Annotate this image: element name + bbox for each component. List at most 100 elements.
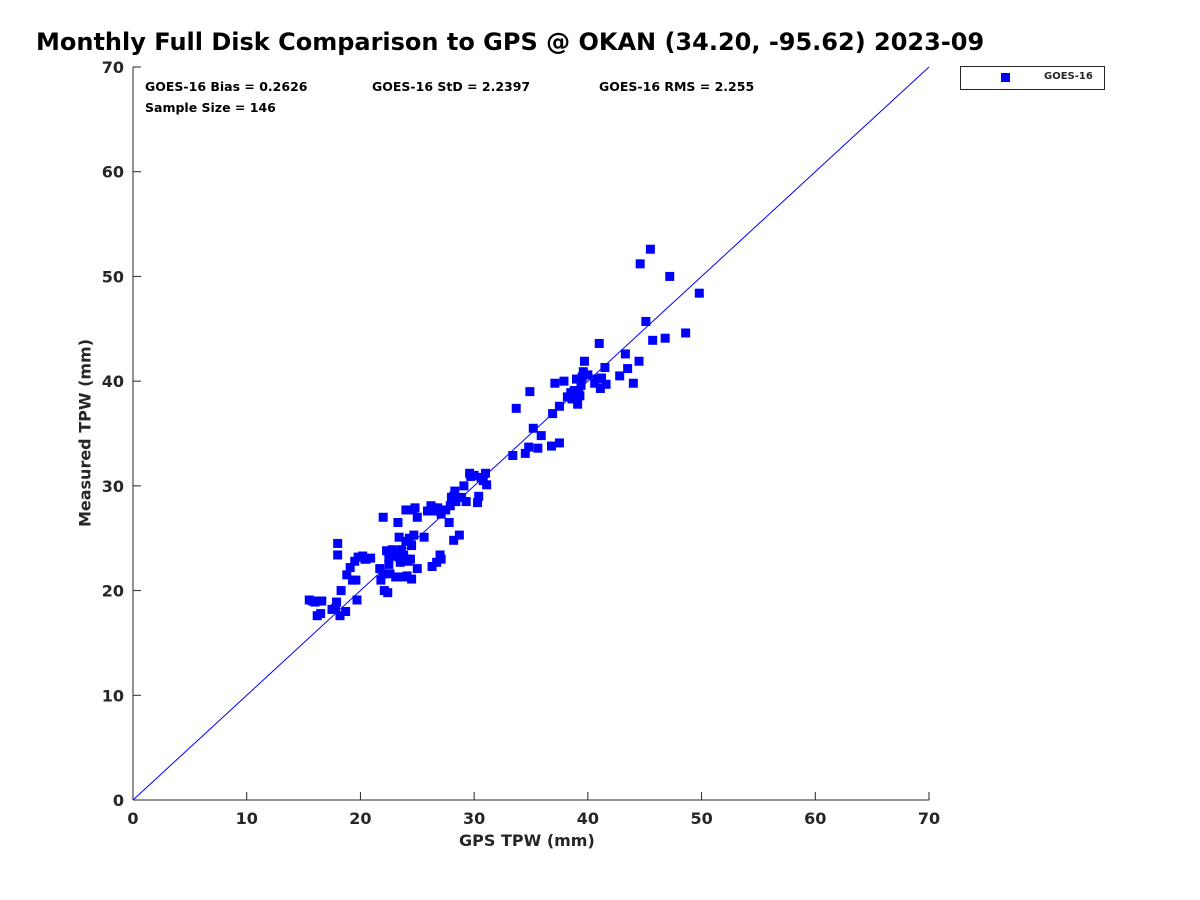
data-point — [473, 498, 483, 508]
data-point — [410, 503, 420, 513]
data-point — [461, 497, 471, 507]
y-tick-label: 20 — [102, 582, 124, 601]
y-axis-label: Measured TPW (mm) — [75, 338, 95, 528]
data-point — [528, 423, 538, 433]
y-tick-label: 10 — [102, 686, 124, 705]
data-point — [388, 551, 398, 561]
data-point — [333, 538, 343, 548]
data-point — [665, 271, 675, 281]
data-point — [474, 491, 484, 501]
y-tick-label: 50 — [102, 267, 124, 286]
data-point — [419, 532, 429, 542]
data-point — [546, 441, 556, 451]
data-point — [382, 546, 392, 556]
data-point — [432, 557, 442, 567]
data-point — [548, 409, 558, 419]
data-point — [466, 471, 476, 481]
data-point — [569, 386, 579, 396]
data-point — [398, 572, 408, 582]
data-point — [592, 374, 602, 384]
data-point — [635, 259, 645, 269]
data-point — [450, 486, 460, 496]
data-point — [567, 394, 577, 404]
data-point — [335, 611, 345, 621]
data-point — [330, 603, 340, 613]
data-point — [384, 559, 394, 569]
data-point — [412, 564, 422, 574]
data-point — [620, 349, 630, 359]
data-point — [401, 505, 411, 515]
data-point — [407, 541, 417, 551]
data-point — [648, 335, 658, 345]
data-point — [436, 554, 446, 564]
x-tick-label: 10 — [236, 809, 258, 828]
data-point — [387, 545, 397, 555]
data-point — [550, 378, 560, 388]
data-point — [375, 564, 385, 574]
data-point — [409, 530, 419, 540]
data-point — [433, 503, 443, 513]
data-point — [583, 370, 593, 380]
legend-label-goes16: GOES-16 — [1044, 71, 1093, 82]
y-tick-label: 30 — [102, 477, 124, 496]
data-point — [366, 553, 376, 563]
data-point — [449, 535, 459, 545]
data-point — [395, 557, 405, 567]
data-point — [511, 403, 521, 413]
x-tick-label: 60 — [804, 809, 826, 828]
data-point — [601, 379, 611, 389]
data-point — [576, 380, 586, 390]
data-point — [402, 571, 412, 581]
data-point — [573, 399, 583, 409]
x-tick-label: 70 — [918, 809, 940, 828]
stat-sample-size: Sample Size = 146 — [145, 100, 276, 115]
data-point — [681, 328, 691, 338]
data-point — [428, 503, 438, 513]
data-point — [660, 333, 670, 343]
data-point — [423, 506, 433, 516]
data-point — [577, 372, 587, 382]
data-point — [457, 492, 467, 502]
data-point — [595, 383, 605, 393]
x-tick-label: 20 — [349, 809, 371, 828]
x-axis-label: GPS TPW (mm) — [459, 831, 595, 850]
data-point — [342, 570, 352, 580]
data-point — [427, 561, 437, 571]
data-point — [459, 481, 469, 491]
data-point — [578, 367, 588, 377]
data-point — [554, 401, 564, 411]
data-point — [404, 533, 414, 543]
legend: GOES-16 — [960, 66, 1105, 90]
data-point — [645, 244, 655, 254]
x-tick-label: 0 — [127, 809, 138, 828]
data-point — [332, 597, 342, 607]
x-tick-label: 50 — [690, 809, 712, 828]
data-point — [481, 468, 491, 478]
y-tick-label: 40 — [102, 372, 124, 391]
data-point — [391, 572, 401, 582]
legend-marker-goes16 — [1001, 73, 1010, 82]
chart-title: Monthly Full Disk Comparison to GPS @ OK… — [36, 28, 985, 56]
reference-line — [132, 66, 930, 801]
data-point — [600, 363, 610, 373]
data-point — [525, 387, 535, 397]
data-point — [575, 391, 585, 401]
y-tick-label: 70 — [102, 58, 124, 77]
data-point — [407, 574, 417, 584]
data-point — [341, 607, 351, 617]
data-points-layer — [304, 244, 704, 621]
data-point — [597, 373, 607, 383]
data-point — [508, 450, 518, 460]
y-tick-label: 0 — [113, 791, 124, 810]
data-point — [316, 609, 326, 619]
data-point — [634, 356, 644, 366]
stat-std: GOES-16 StD = 2.2397 — [372, 79, 531, 94]
data-point — [384, 553, 394, 563]
data-point — [353, 552, 363, 562]
data-point — [412, 512, 422, 522]
data-point — [533, 443, 543, 453]
data-point — [383, 588, 393, 598]
data-point — [628, 378, 638, 388]
data-point — [436, 509, 446, 519]
data-point — [345, 563, 355, 573]
